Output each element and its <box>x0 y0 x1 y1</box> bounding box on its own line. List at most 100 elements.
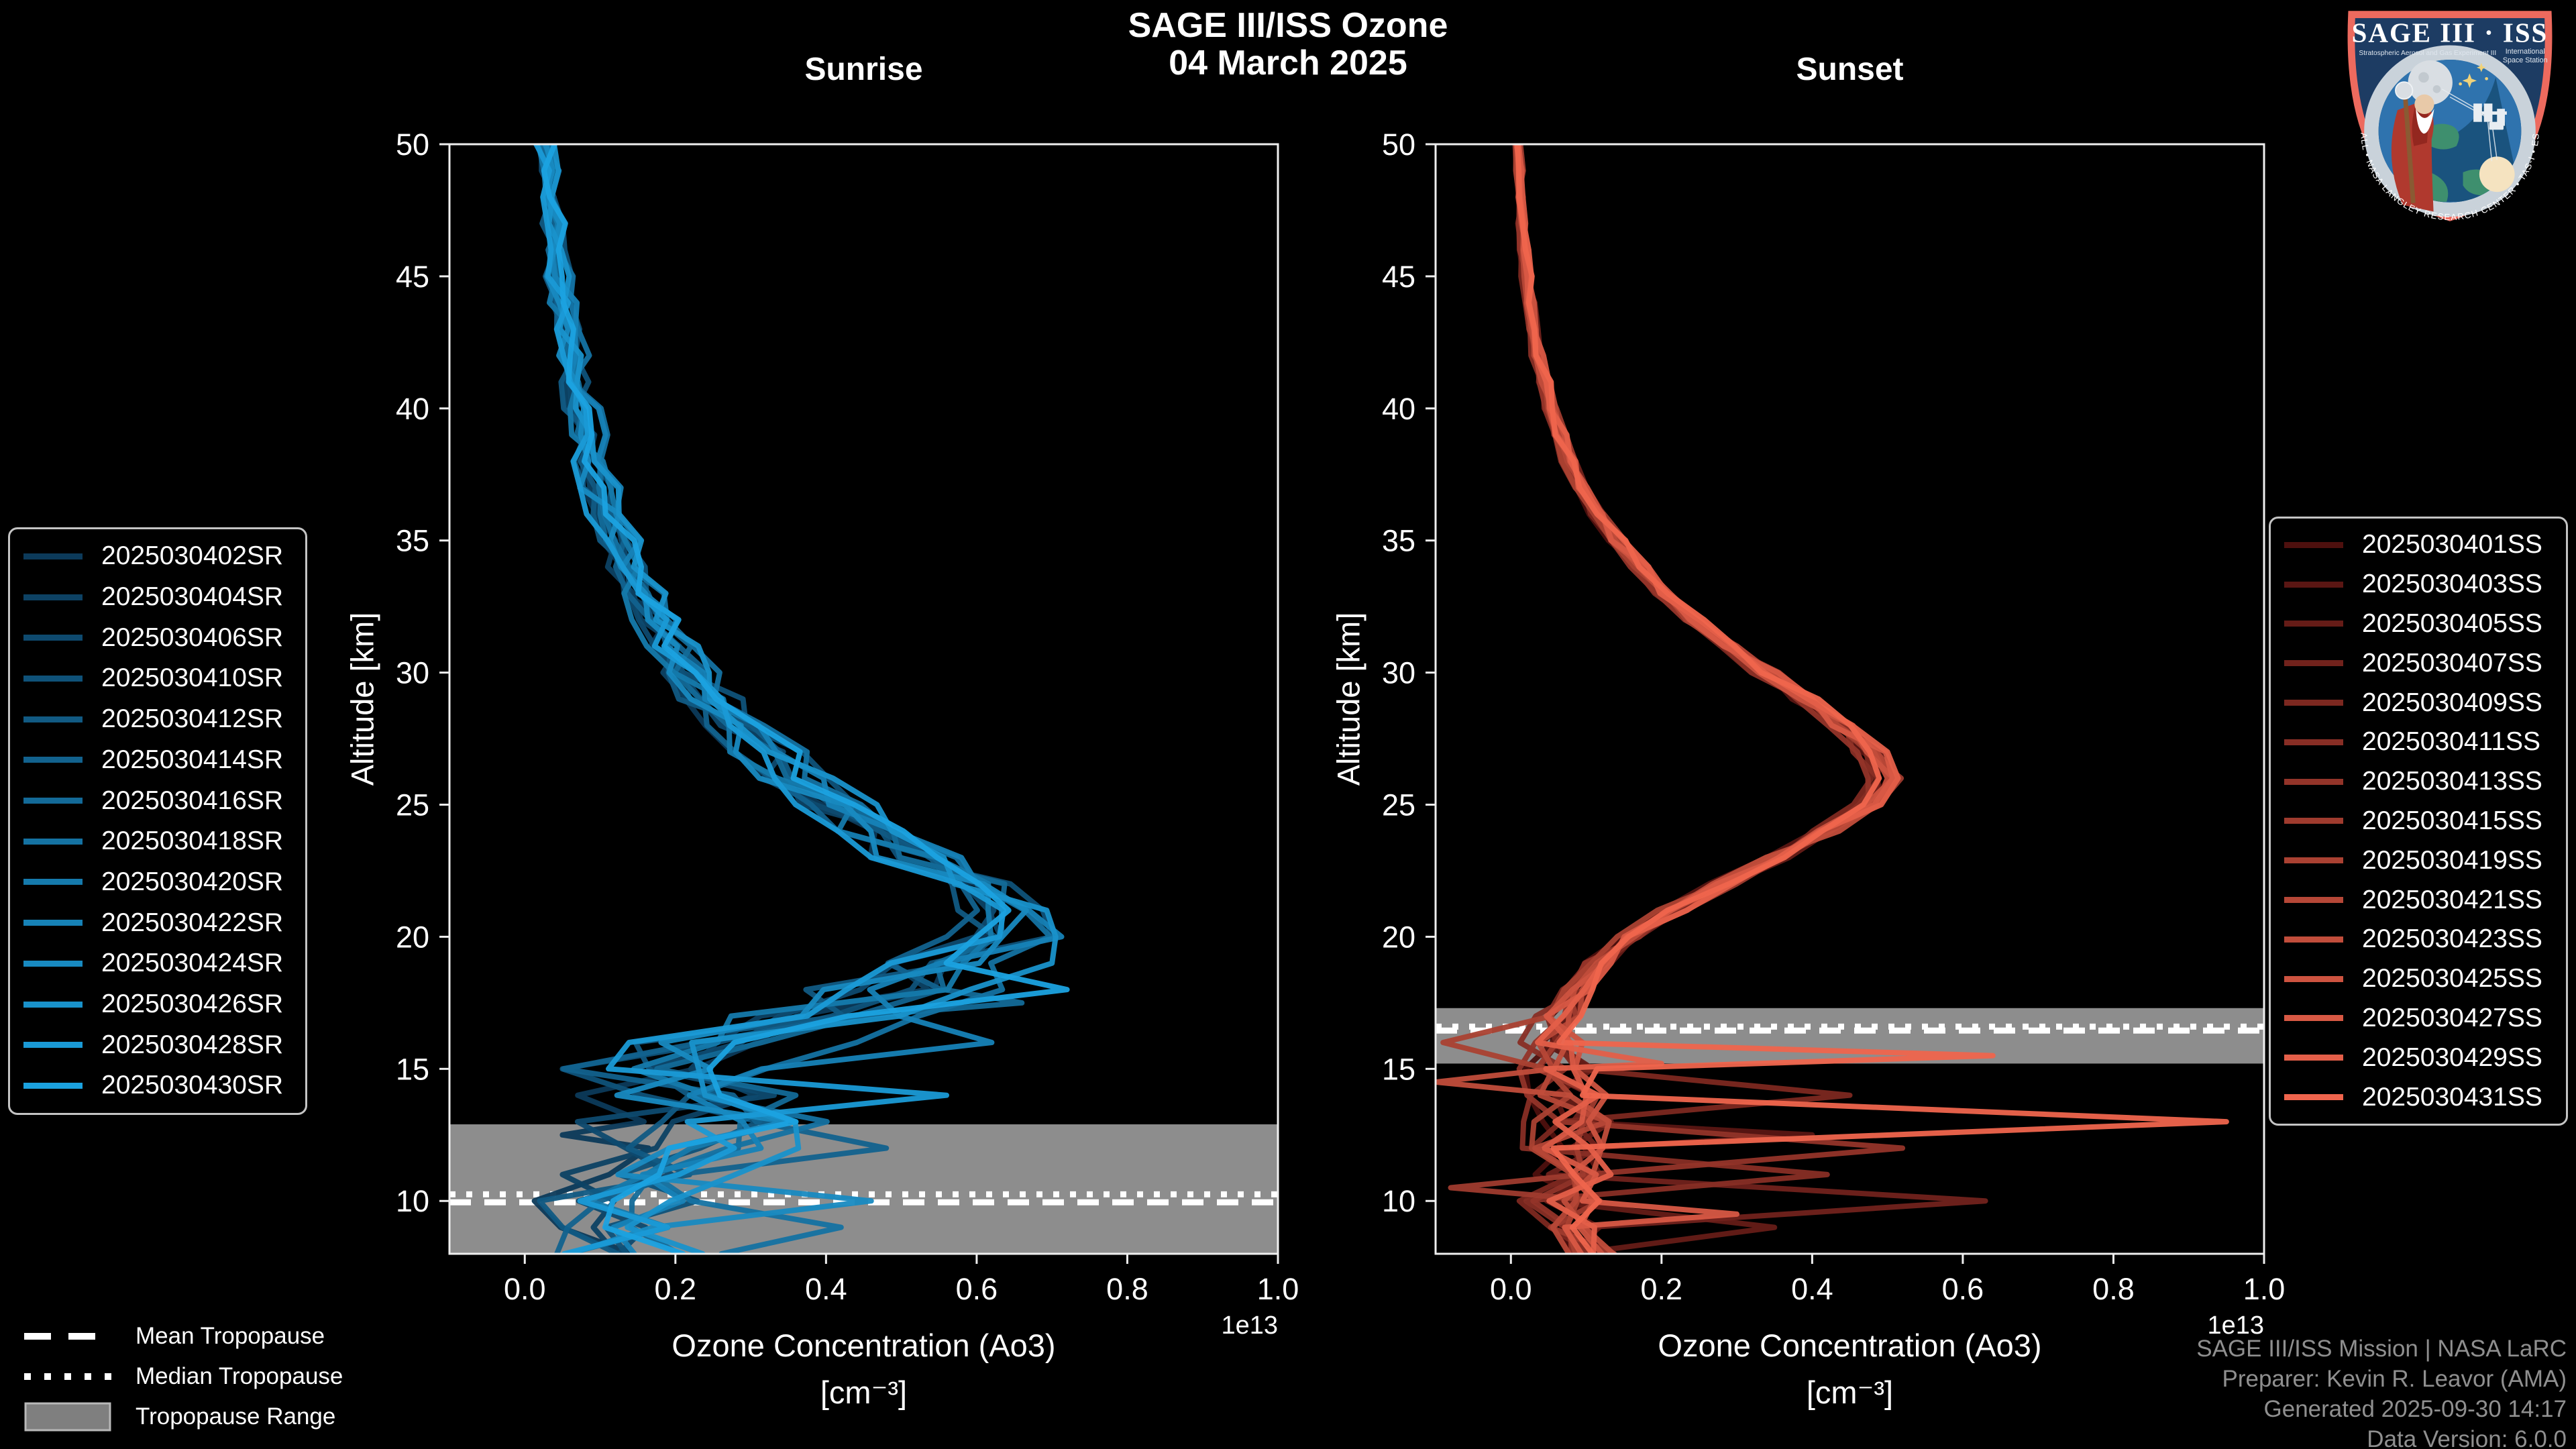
legend-line-sample <box>23 798 83 804</box>
x-axis-unit-sunset: [cm⁻³] <box>1806 1375 1894 1410</box>
legend-item-label: 2025030431SS <box>2362 1082 2542 1112</box>
legend-item-label: 2025030422SR <box>101 908 284 937</box>
legend-item: 2025030420SR <box>10 867 305 897</box>
legend-item-label: 2025030412SR <box>101 704 284 734</box>
profile-line-2025030415SS <box>1448 144 1904 1254</box>
x-tick-label: 0.6 <box>956 1272 998 1306</box>
legend-line-sample <box>23 838 83 845</box>
profile-line-2025030426SR <box>546 144 1059 1254</box>
legend-item-label: 2025030428SR <box>101 1030 284 1059</box>
logo-iss <box>2473 103 2507 130</box>
legend-line-sample <box>23 594 83 600</box>
y-tick-label: 35 <box>1382 524 1415 558</box>
legend-item-label: 2025030425SS <box>2362 964 2542 994</box>
legend-item: 2025030403SS <box>2271 570 2566 599</box>
y-axis-label-sunrise: Altitude [km] <box>344 612 380 786</box>
legend-item: 2025030418SR <box>10 826 305 856</box>
tropopause-legend: Mean Tropopause Median Tropopause Tropop… <box>24 1316 343 1437</box>
legend-item: 2025030406SR <box>10 623 305 653</box>
legend-item: 2025030405SS <box>2271 609 2566 639</box>
legend-line-sample <box>2284 778 2343 785</box>
x-tick-label: 0.0 <box>504 1272 546 1306</box>
legend-item: 2025030402SR <box>10 541 305 571</box>
profiles-group <box>1436 144 2229 1254</box>
logo-sun <box>2479 156 2515 193</box>
y-tick-label: 10 <box>396 1184 429 1218</box>
legend-item: 2025030426SR <box>10 989 305 1019</box>
legend-line-sample <box>2284 581 2343 588</box>
figure-title: SAGE III/ISS Ozone <box>1128 6 1448 45</box>
y-tick-label: 40 <box>1382 392 1415 426</box>
legend-line-sample <box>23 1042 83 1049</box>
legend-line-sample <box>2284 897 2343 904</box>
panel-title-sunset: Sunset <box>1796 52 1904 87</box>
x-axis-label-sunset: Ozone Concentration (Ao3) <box>1658 1328 2042 1363</box>
y-tick-label: 35 <box>396 524 429 558</box>
sage-iii-iss-logo: SAGE III · ISS Stratospheric Aerosol and… <box>2332 5 2553 221</box>
y-tick-label: 50 <box>1382 127 1415 162</box>
legend-item: 2025030410SR <box>10 663 305 693</box>
legend-line-sample <box>2284 936 2343 943</box>
mean-tropopause-sample-icon <box>24 1333 111 1340</box>
legend-item-label: 2025030423SS <box>2362 924 2542 954</box>
legend-item-label: 2025030414SR <box>101 745 284 774</box>
legend-item-label: 2025030421SS <box>2362 885 2542 914</box>
plot-border <box>448 143 1279 1255</box>
legend-line-sample <box>2284 621 2343 627</box>
legend-item: 2025030431SS <box>2271 1083 2566 1112</box>
x-axis-offset-sunset: 1e13 <box>2207 1311 2264 1340</box>
legend-line-sample <box>23 716 83 722</box>
y-tick-label: 20 <box>1382 920 1415 954</box>
legend-item: 2025030413SS <box>2271 767 2566 796</box>
y-axis-label-sunset: Altitude [km] <box>1330 612 1366 786</box>
y-tick-label: 30 <box>1382 656 1415 690</box>
legend-item: 2025030427SS <box>2271 1004 2566 1033</box>
logo-moon-crater <box>2418 72 2429 83</box>
attribution-preparer: Preparer: Kevin R. Leavor (AMA) <box>2222 1366 2567 1392</box>
x-tick-label: 1.0 <box>2243 1272 2286 1306</box>
legend-item-label: 2025030409SS <box>2362 688 2542 717</box>
x-tick-label: 0.2 <box>1641 1272 1683 1306</box>
tropopause-range-label: Tropopause Range <box>136 1403 336 1430</box>
legend-item-label: 2025030404SR <box>101 582 284 612</box>
legend-line-sample <box>23 635 83 641</box>
tropopause-legend-median-row: Median Tropopause <box>24 1356 343 1397</box>
x-tick-label: 0.4 <box>805 1272 847 1306</box>
attribution-block: SAGE III/ISS Mission | NASA LaRC Prepare… <box>2196 1334 2567 1449</box>
logo-subtitle-right-1: International <box>2506 48 2545 56</box>
y-tick-label: 25 <box>1382 788 1415 822</box>
legend-line-sample <box>2284 975 2343 982</box>
legend-item-label: 2025030418SR <box>101 826 284 856</box>
x-tick-label: 0.0 <box>1490 1272 1532 1306</box>
y-tick-label: 30 <box>396 656 429 690</box>
legend-item: 2025030414SR <box>10 745 305 775</box>
legend-line-sample <box>23 920 83 926</box>
logo-wizard <box>2391 81 2434 212</box>
legend-item: 2025030412SR <box>10 704 305 734</box>
legend-item-label: 2025030427SS <box>2362 1003 2542 1032</box>
figure-date: 04 March 2025 <box>1169 44 1407 83</box>
legend-line-sample <box>2284 1015 2343 1022</box>
legend-line-sample <box>23 1082 83 1089</box>
profile-line-2025030430SR <box>541 144 1070 1254</box>
x-tick-label: 0.6 <box>1942 1272 1984 1306</box>
legend-item: 2025030419SS <box>2271 846 2566 875</box>
legend-line-sample <box>2284 541 2343 548</box>
x-axis-unit-sunrise: [cm⁻³] <box>820 1375 908 1410</box>
legend-item-label: 2025030406SR <box>101 623 284 652</box>
legend-item-label: 2025030430SR <box>101 1071 284 1100</box>
x-tick-label: 1.0 <box>1257 1272 1299 1306</box>
attribution-generated: Generated 2025-09-30 14:17 <box>2263 1396 2567 1422</box>
legend-line-sample <box>23 960 83 967</box>
x-tick-label: 0.8 <box>2092 1272 2135 1306</box>
y-tick-label: 20 <box>396 920 429 954</box>
legend-line-sample <box>23 757 83 763</box>
legend-item: 2025030416SR <box>10 786 305 816</box>
legend-item: 2025030425SS <box>2271 964 2566 994</box>
legend-item: 2025030421SS <box>2271 885 2566 915</box>
legend-item-label: 2025030419SS <box>2362 845 2542 875</box>
legend-line-sample <box>2284 700 2343 706</box>
legend-item-label: 2025030403SS <box>2362 570 2542 599</box>
attribution-mission: SAGE III/ISS Mission | NASA LaRC <box>2196 1336 2567 1362</box>
